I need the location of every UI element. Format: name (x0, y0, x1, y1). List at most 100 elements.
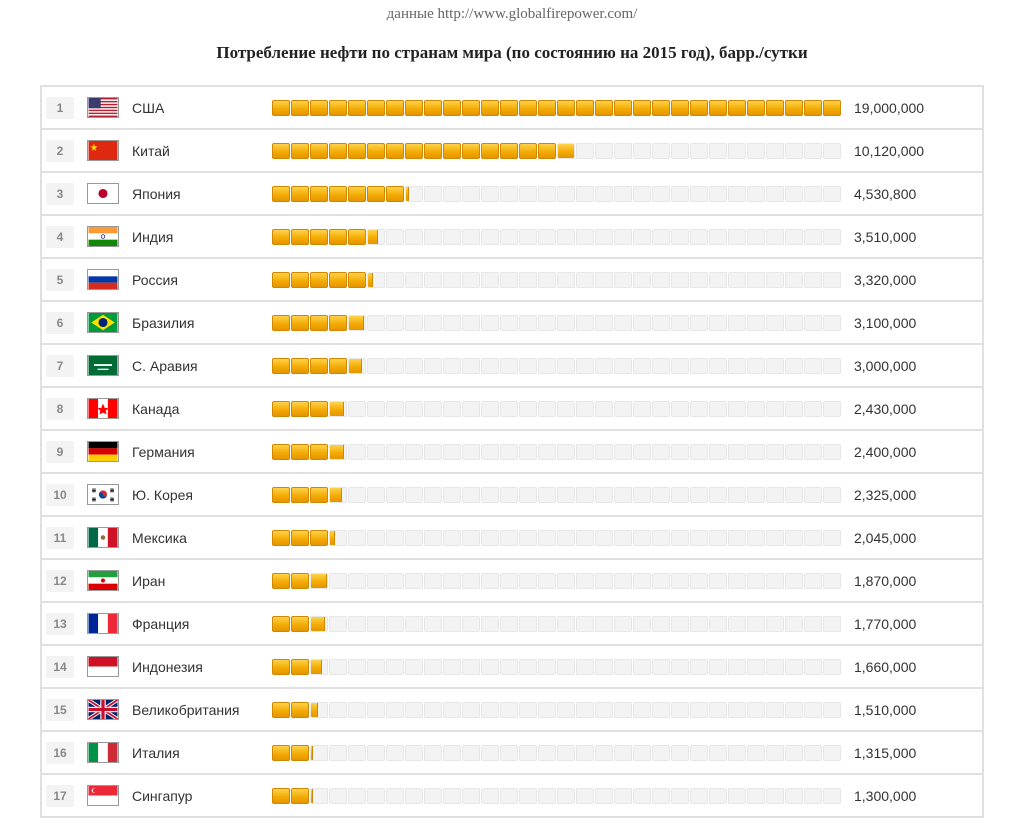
bar-segment-full (671, 100, 689, 116)
bar-segment-full (310, 487, 328, 503)
bar-segment-full (272, 573, 290, 589)
bar-segment-empty (481, 573, 499, 589)
bar-segment-partial (310, 788, 328, 804)
bar-segment-empty (386, 788, 404, 804)
table-row: 13 Франция 1,770,000 (42, 603, 982, 646)
bar-segment-empty (462, 358, 480, 374)
bar-segment-empty (538, 530, 556, 546)
bar-segment-empty (405, 530, 423, 546)
bar-segment-empty (462, 530, 480, 546)
value-label: 3,510,000 (842, 229, 949, 245)
bar (272, 787, 842, 805)
bar-segment-empty (652, 444, 670, 460)
bar-segment-full (310, 530, 328, 546)
bar-segment-full (348, 229, 366, 245)
bar-segment-full (348, 186, 366, 202)
value-label: 2,045,000 (842, 530, 949, 546)
bar-segment-empty (367, 487, 385, 503)
bar-segment-empty (557, 487, 575, 503)
bar-segment-full (367, 186, 385, 202)
bar-segment-empty (500, 745, 518, 761)
bar-segment-empty (386, 530, 404, 546)
bar-segment-empty (424, 487, 442, 503)
bar-segment-empty (329, 745, 347, 761)
bar-segment-empty (633, 659, 651, 675)
bar-segment-empty (462, 487, 480, 503)
bar-segment-empty (690, 272, 708, 288)
bar-segment-empty (614, 659, 632, 675)
bar-segment-empty (576, 702, 594, 718)
bar-segment-empty (785, 702, 803, 718)
bar-segment-empty (671, 358, 689, 374)
flag-icon (87, 398, 119, 419)
bar-segment-partial (367, 272, 385, 288)
bar-segment-empty (576, 573, 594, 589)
bar-segment-empty (348, 401, 366, 417)
bar-segment-empty (728, 702, 746, 718)
bar-segment-full (291, 616, 309, 632)
bar-segment-empty (367, 315, 385, 331)
bar-segment-empty (595, 315, 613, 331)
bar-segment-empty (728, 573, 746, 589)
bar-segment-empty (747, 401, 765, 417)
bar (272, 572, 842, 590)
rank-badge: 12 (46, 570, 74, 592)
bar-segment-full (272, 444, 290, 460)
table-row: 14 Индонезия 1,660,000 (42, 646, 982, 689)
bar-segment-empty (557, 788, 575, 804)
bar-segment-empty (709, 745, 727, 761)
bar-segment-empty (443, 186, 461, 202)
bar-segment-empty (500, 659, 518, 675)
bar-segment-empty (747, 272, 765, 288)
bar-segment-empty (614, 229, 632, 245)
bar-segment-full (481, 143, 499, 159)
bar-segment-empty (500, 530, 518, 546)
bar-segment-empty (709, 530, 727, 546)
rank-badge: 11 (46, 527, 74, 549)
bar-segment-empty (690, 143, 708, 159)
bar-segment-empty (557, 530, 575, 546)
bar-segment-empty (785, 573, 803, 589)
bar-segment-full (538, 100, 556, 116)
country-name: Италия (132, 745, 272, 761)
bar-segment-empty (728, 616, 746, 632)
bar-segment-empty (481, 487, 499, 503)
bar (272, 744, 842, 762)
bar-segment-empty (690, 702, 708, 718)
bar-segment-empty (386, 401, 404, 417)
bar-segment-full (272, 745, 290, 761)
bar-segment-empty (671, 702, 689, 718)
bar-segment-empty (424, 573, 442, 589)
bar-segment-empty (576, 143, 594, 159)
bar-segment-partial (310, 659, 328, 675)
bar-segment-empty (595, 659, 613, 675)
bar-segment-empty (823, 143, 841, 159)
bar-segment-empty (747, 444, 765, 460)
bar-segment-empty (823, 186, 841, 202)
bar-segment-empty (728, 788, 746, 804)
bar-segment-full (272, 616, 290, 632)
bar-segment-full (291, 401, 309, 417)
bar (272, 357, 842, 375)
flag-icon (87, 269, 119, 290)
bar-segment-empty (367, 358, 385, 374)
bar-segment-empty (405, 401, 423, 417)
bar-segment-empty (785, 616, 803, 632)
bar-segment-empty (538, 745, 556, 761)
bar-segment-empty (690, 745, 708, 761)
table-row: 7 С. Аравия 3,000,000 (42, 345, 982, 388)
rank-badge: 14 (46, 656, 74, 678)
bar-segment-full (272, 229, 290, 245)
bar-segment-empty (633, 143, 651, 159)
country-name: Германия (132, 444, 272, 460)
bar-segment-full (443, 100, 461, 116)
flag-wrap (84, 398, 122, 419)
bar-segment-empty (424, 745, 442, 761)
bar-segment-empty (500, 401, 518, 417)
bar-segment-empty (443, 745, 461, 761)
bar-segment-empty (709, 788, 727, 804)
bar-segment-empty (747, 530, 765, 546)
bar-segment-full (481, 100, 499, 116)
flag-wrap (84, 484, 122, 505)
bar-segment-empty (747, 186, 765, 202)
